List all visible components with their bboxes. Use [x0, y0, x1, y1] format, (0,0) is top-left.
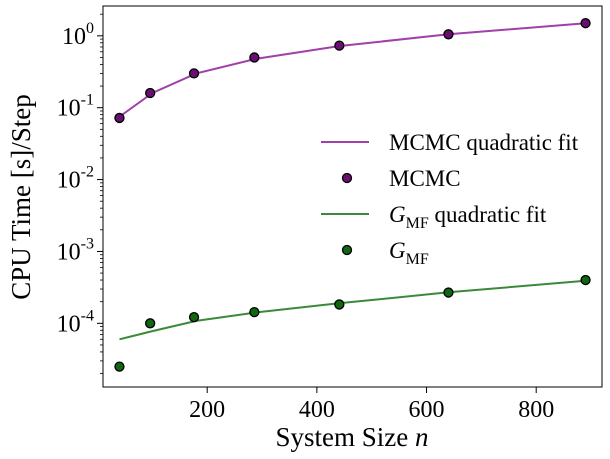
- y-tick-label-0: 100: [62, 20, 94, 50]
- series-3-point-2: [188, 311, 200, 323]
- series-1-point-5: [443, 29, 454, 40]
- x-axis-label: System Size n: [276, 422, 429, 452]
- series-3-point-0: [114, 361, 125, 372]
- series-1-point-4: [334, 40, 345, 51]
- series-3-point-5: [443, 287, 454, 298]
- series-1-point-3: [249, 52, 260, 63]
- x-tick-label-600: 600: [409, 397, 445, 423]
- legend: MCMC quadratic fit MCMC GMF quadratic fit G…: [321, 130, 579, 268]
- plot-area: [114, 18, 591, 372]
- x-tick-label-400: 400: [299, 397, 335, 423]
- series-0-fit-line: [118, 22, 586, 118]
- y-tick-label--2: 10-2: [57, 164, 94, 194]
- series-1-point-1: [145, 87, 156, 99]
- x-tick-label-200: 200: [189, 397, 225, 423]
- y-tick-label--4: 10-4: [57, 307, 94, 337]
- series-1-point-2: [188, 68, 200, 79]
- series-2-fit-line: [119, 279, 586, 341]
- series-1-point-0: [114, 112, 125, 124]
- legend-marker-3: [341, 244, 353, 256]
- legend-label-2: GMF quadratic fit: [389, 202, 547, 232]
- series-3-point-1: [145, 318, 156, 329]
- series-3-point-4: [334, 299, 345, 310]
- y-tick-label--3: 10-3: [57, 235, 94, 265]
- series-3-point-3: [249, 307, 260, 318]
- legend-label-3: GMF: [389, 238, 429, 268]
- axis-ticks: 200 400 600 800 10-4 10-3 10-2 10-1 100: [57, 13, 554, 423]
- x-tick-label-800: 800: [518, 397, 554, 423]
- legend-label-0: MCMC quadratic fit: [389, 130, 579, 155]
- y-axis-label: CPU Time [s]/Step: [6, 94, 36, 300]
- legend-marker-1: [341, 172, 353, 184]
- legend-label-1: MCMC: [389, 166, 461, 191]
- series-1-point-6: [580, 18, 591, 29]
- series-3-point-6: [580, 274, 591, 286]
- plot-frame: [102, 5, 603, 388]
- y-tick-label--1: 10-1: [57, 92, 94, 122]
